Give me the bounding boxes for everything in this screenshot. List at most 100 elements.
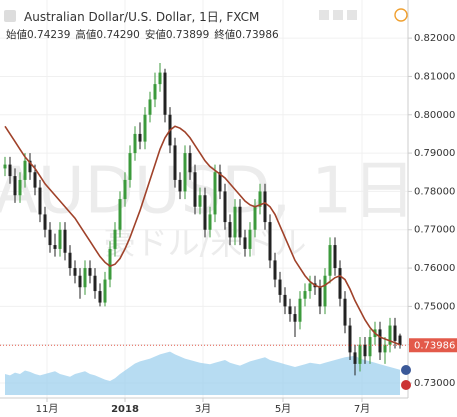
ohlc-label: 終値: [214, 29, 236, 41]
candle-body: [363, 344, 367, 357]
candle-body: [378, 329, 382, 353]
candle-body: [158, 72, 162, 85]
x-tick-label: 7月: [354, 403, 370, 415]
candle-body: [298, 298, 302, 322]
symbol-title: Australian Dollar/U.S. Dollar, 1日, FXCM: [24, 10, 260, 24]
last-price-box: [409, 338, 457, 353]
candle-body: [203, 195, 207, 230]
candle-body: [268, 222, 272, 261]
symbol-icon[interactable]: [4, 10, 16, 22]
hide-icon[interactable]: [333, 10, 343, 20]
candle-body: [103, 279, 107, 303]
candle-body: [303, 291, 307, 299]
candle-body: [48, 229, 52, 246]
candle-body: [118, 199, 122, 230]
x-tick-label: 3月: [195, 403, 211, 415]
candle-body: [188, 153, 192, 173]
y-tick-label: 0.82000: [414, 33, 455, 44]
y-tick-label: 0.73000: [414, 378, 455, 389]
candle-body: [78, 275, 82, 288]
candle-body: [128, 153, 132, 180]
watermark-symbol: AUDUSD, 1日: [0, 155, 416, 229]
candle-body: [228, 222, 232, 238]
candle-body: [28, 160, 32, 173]
candle-body: [133, 133, 137, 154]
candle-body: [233, 206, 237, 238]
candle-body: [258, 191, 262, 207]
candle-body: [383, 344, 387, 353]
plot: [3, 63, 402, 376]
y-tick-label: 0.80000: [414, 110, 455, 121]
y-tick-label: 0.81000: [414, 71, 455, 82]
candle-body: [3, 164, 7, 169]
candle-body: [238, 206, 242, 238]
candle-body: [13, 176, 17, 196]
candle-body: [358, 344, 362, 364]
y-tick-label: 0.78000: [414, 186, 455, 197]
candle-body: [143, 114, 147, 142]
candle-body: [348, 325, 352, 353]
candle-body: [323, 275, 327, 307]
candle-body: [8, 164, 12, 177]
candle-body: [173, 145, 177, 180]
ohlc-label: 始値: [6, 29, 27, 41]
candle-body: [33, 172, 37, 188]
candle-body: [58, 229, 62, 249]
close-icon[interactable]: [347, 10, 357, 20]
candle-body: [278, 279, 282, 295]
candle-body: [153, 84, 157, 100]
volume-layer: [5, 351, 400, 395]
candle-body: [83, 268, 87, 288]
moving-average: [4, 125, 401, 346]
last-price-label: 0.73986: [414, 340, 455, 351]
candle-body: [138, 133, 142, 142]
settings-icon[interactable]: [319, 10, 329, 20]
candle-body: [163, 72, 167, 115]
candle-body: [18, 179, 22, 196]
candle-body: [243, 237, 247, 249]
x-tick-label: 5月: [275, 403, 291, 415]
y-tick-label: 0.76000: [414, 263, 455, 274]
y-tick-label: 0.75000: [414, 301, 455, 312]
candle-body: [43, 214, 47, 230]
candle-body: [343, 298, 347, 326]
candle-body: [288, 306, 292, 315]
y-tick-label: 0.79000: [414, 148, 455, 159]
candle-body: [208, 214, 212, 230]
flag-icon: [401, 380, 411, 390]
candle-body: [368, 337, 372, 357]
candle-body: [293, 314, 297, 322]
candle-body: [253, 206, 257, 230]
candle-body: [68, 252, 72, 269]
candle-body: [88, 268, 92, 276]
candle-body: [223, 191, 227, 223]
candle-body: [108, 248, 112, 280]
ohlc-value: 0.74239: [27, 29, 71, 41]
candle-body: [93, 275, 97, 292]
candle-body: [248, 229, 252, 249]
candle-body: [113, 229, 117, 249]
ohlc-label: 高値: [75, 29, 97, 41]
candle-body: [73, 268, 77, 276]
candle-body: [23, 160, 27, 180]
x-tick-label: 11月: [36, 403, 59, 415]
candle-body: [123, 179, 127, 200]
candle-body: [63, 229, 67, 253]
candle-body: [273, 260, 277, 280]
candle-body: [38, 187, 42, 215]
candle-body: [53, 245, 57, 249]
ohlc-legend: 始値0.74239 高値0.74290 安値0.73899 終値0.73986: [6, 27, 284, 42]
alert-icon[interactable]: [394, 8, 408, 22]
candle-body: [148, 99, 152, 115]
candle-body: [338, 268, 342, 299]
grid: [0, 0, 408, 398]
ohlc-label: 安値: [144, 29, 166, 41]
candle-body: [308, 283, 312, 292]
candle-body: [393, 325, 397, 341]
ohlc-value: 0.73986: [235, 29, 279, 41]
volume-area: [5, 351, 400, 395]
candle-body: [398, 335, 402, 346]
candle-body: [98, 291, 102, 303]
candle-body: [193, 172, 197, 207]
